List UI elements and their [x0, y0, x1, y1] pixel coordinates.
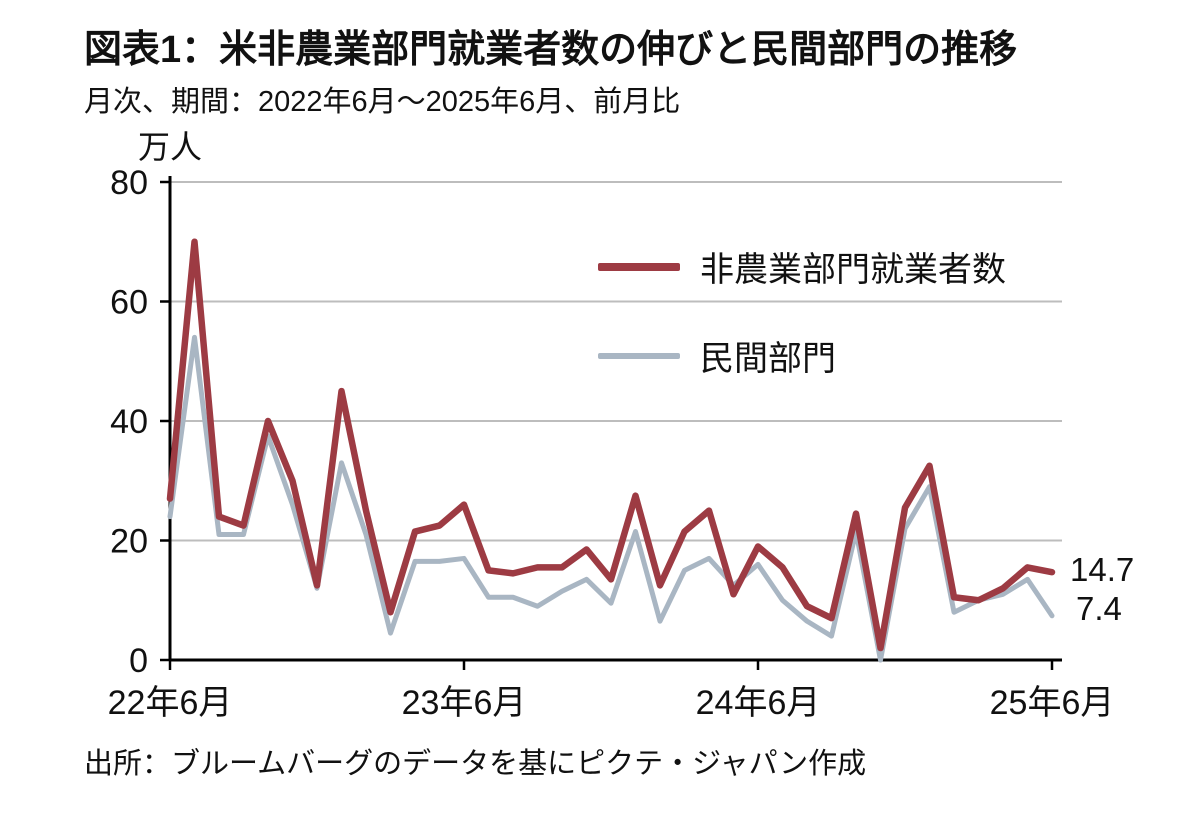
x-tick-label: 25年6月	[990, 684, 1115, 722]
legend: 非農業部門就業者数 民間部門	[598, 242, 1006, 380]
legend-label-nonfarm: 非農業部門就業者数	[700, 251, 1006, 289]
private-line-swatch	[598, 352, 680, 359]
x-tick-label: 23年6月	[402, 684, 527, 722]
source-note: 出所：ブルームバーグのデータを基にピクテ・ジャパン作成	[84, 748, 867, 780]
chart-title: 図表1：米非農業部門就業者数の伸びと民間部門の推移	[84, 29, 1018, 71]
y-tick-label: 80	[110, 164, 148, 202]
x-tick-label: 24年6月	[696, 684, 821, 722]
y-tick-label: 40	[110, 403, 148, 441]
nonfarm-line-swatch	[598, 262, 680, 271]
nonfarm-series-line	[166, 238, 1056, 652]
y-tick-label: 0	[129, 642, 148, 680]
private-series-line	[167, 334, 1055, 663]
end-value-nonfarm: 14.7	[1070, 551, 1135, 588]
chart-subtitle: 月次、期間：2022年6月～2025年6月、前月比	[84, 86, 681, 118]
y-axis-unit-label: 万人	[138, 129, 203, 165]
end-value-private: 7.4	[1076, 590, 1122, 627]
x-tick-label: 22年6月	[108, 684, 233, 722]
legend-item-private: 民間部門	[598, 331, 1006, 380]
y-tick-label: 20	[110, 523, 148, 561]
y-tick-label: 60	[110, 284, 148, 322]
legend-item-nonfarm: 非農業部門就業者数	[598, 242, 1006, 291]
legend-label-private: 民間部門	[700, 340, 836, 378]
